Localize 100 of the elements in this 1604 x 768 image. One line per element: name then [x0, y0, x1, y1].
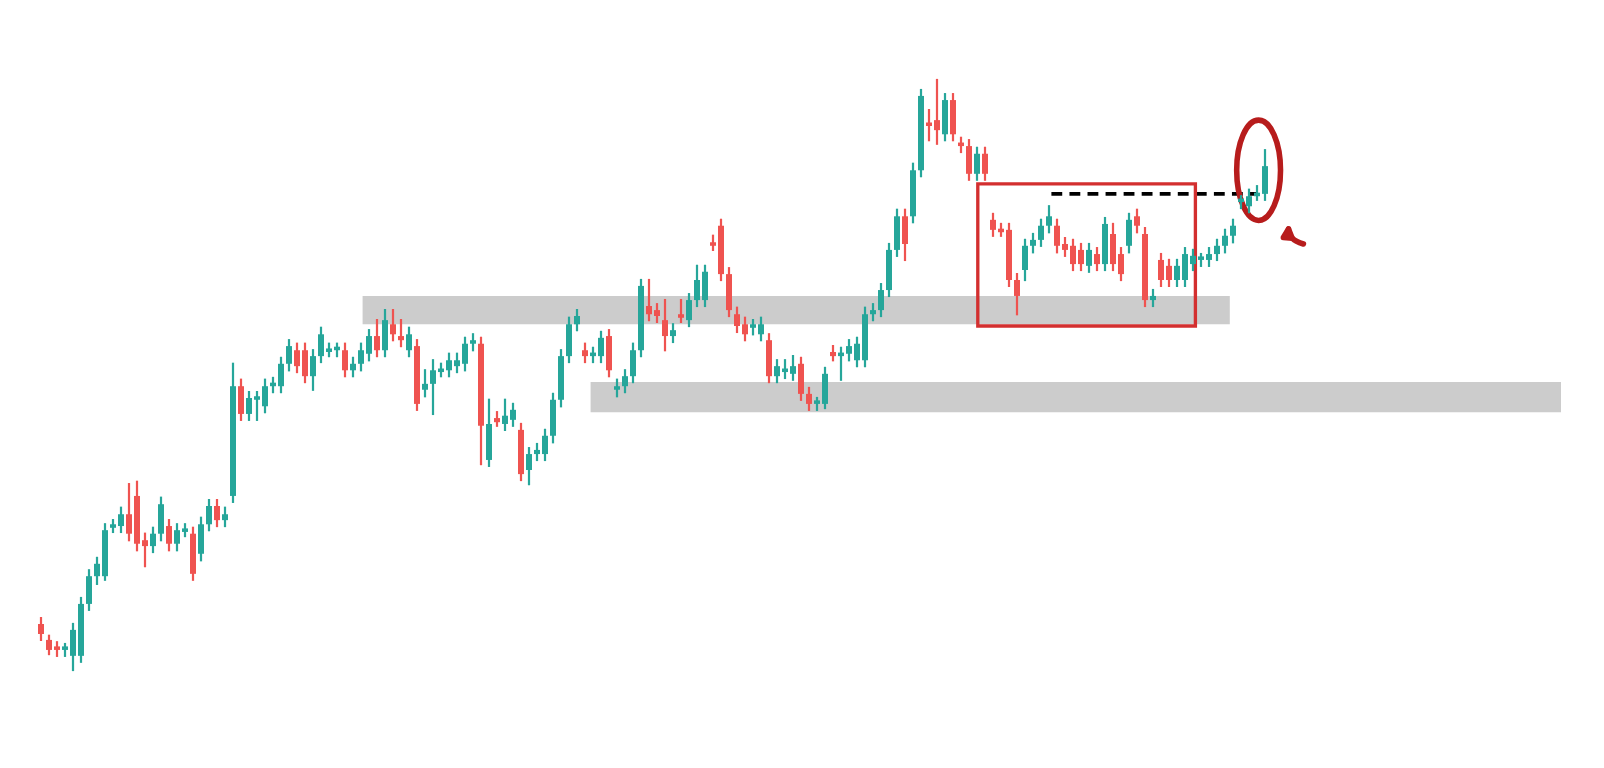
candlestick — [526, 447, 532, 486]
candlestick — [1182, 247, 1188, 288]
candlestick — [150, 526, 156, 554]
candlestick — [1038, 218, 1044, 247]
candlestick — [446, 352, 452, 378]
candlestick — [926, 108, 932, 142]
candlestick — [1110, 222, 1116, 272]
candlestick — [566, 316, 572, 364]
candlestick — [790, 355, 796, 381]
candlestick — [318, 326, 324, 364]
candlestick — [462, 336, 468, 372]
candlestick — [910, 162, 916, 224]
candlestick — [1022, 238, 1028, 282]
candlestick — [518, 422, 524, 482]
candlestick — [126, 483, 132, 542]
candlestick — [686, 293, 692, 328]
candlestick — [982, 146, 988, 181]
candlestick — [302, 342, 308, 384]
candlestick — [38, 616, 44, 642]
candlestick — [1094, 247, 1100, 272]
candlestick — [1102, 216, 1108, 272]
candlestick — [934, 78, 940, 145]
candlestick — [606, 329, 612, 378]
candlestick — [806, 386, 812, 411]
candlestick — [1078, 242, 1084, 272]
candlestick — [798, 356, 804, 401]
candlestick — [238, 378, 244, 421]
candlestick — [902, 208, 908, 262]
candlestick — [726, 267, 732, 318]
candlestick — [502, 398, 508, 431]
candlestick — [430, 359, 436, 416]
candlestick — [1134, 208, 1140, 234]
candlestick — [862, 306, 868, 368]
candlestick — [1166, 258, 1172, 288]
candlestick — [662, 298, 668, 352]
candlestick — [134, 480, 140, 552]
candlestick — [646, 278, 652, 322]
candlestick — [366, 329, 372, 362]
candlestick — [390, 308, 396, 342]
candlestick — [846, 339, 852, 362]
candlestick — [878, 283, 884, 318]
candlestick — [894, 208, 900, 257]
candlestick — [694, 264, 700, 308]
candlestick — [1014, 273, 1020, 316]
candlestick — [86, 569, 92, 611]
candlestick — [1070, 238, 1076, 272]
candlestick — [550, 392, 556, 444]
candlestick — [350, 356, 356, 378]
candlestick — [990, 212, 996, 237]
candlestick — [1190, 248, 1196, 272]
candlestick — [598, 330, 604, 364]
candlestick — [294, 342, 300, 374]
candlestick — [190, 526, 196, 581]
candlestick — [886, 242, 892, 298]
candlestick — [1126, 212, 1132, 254]
candlestick — [1222, 228, 1228, 254]
candlestick — [1230, 218, 1236, 244]
candlestick — [486, 398, 492, 467]
candlestick — [158, 496, 164, 542]
candlestick — [966, 139, 972, 181]
candlestick — [342, 342, 348, 378]
candlestick — [950, 93, 956, 142]
candlestick — [454, 352, 460, 374]
candlestick — [278, 356, 284, 394]
candlestick — [734, 306, 740, 334]
candlestick — [702, 264, 708, 308]
candlestick — [766, 333, 772, 384]
candlestick — [1246, 188, 1252, 214]
candlestick — [118, 506, 124, 534]
candlestick — [1214, 238, 1220, 262]
candlestick — [422, 369, 428, 398]
candlestick — [1158, 252, 1164, 288]
candlestick — [166, 519, 172, 552]
candlestick — [1086, 242, 1092, 273]
candlestick — [942, 93, 948, 142]
candlestick — [742, 316, 748, 342]
candlestick — [582, 342, 588, 364]
candlestick — [382, 308, 388, 358]
candlestick — [198, 516, 204, 562]
candlestick — [222, 506, 228, 528]
candlestick — [214, 498, 220, 528]
candlestick — [630, 342, 636, 384]
candlestick — [1174, 258, 1180, 288]
candlestick — [974, 146, 980, 181]
candlestick — [206, 498, 212, 532]
candlestick — [286, 339, 292, 372]
candlestick — [254, 391, 260, 421]
candlestick — [758, 316, 764, 342]
candlestick — [406, 326, 412, 358]
candlestick — [102, 523, 108, 581]
candlestick — [46, 634, 52, 656]
candlestick — [622, 369, 628, 394]
candlestick — [1030, 232, 1036, 254]
candlestick — [678, 298, 684, 324]
candlestick — [542, 428, 548, 462]
candlestick — [1046, 205, 1052, 234]
candlestick — [1054, 218, 1060, 254]
candlestick — [510, 402, 516, 427]
candlestick — [358, 342, 364, 372]
candlestick — [262, 378, 268, 414]
